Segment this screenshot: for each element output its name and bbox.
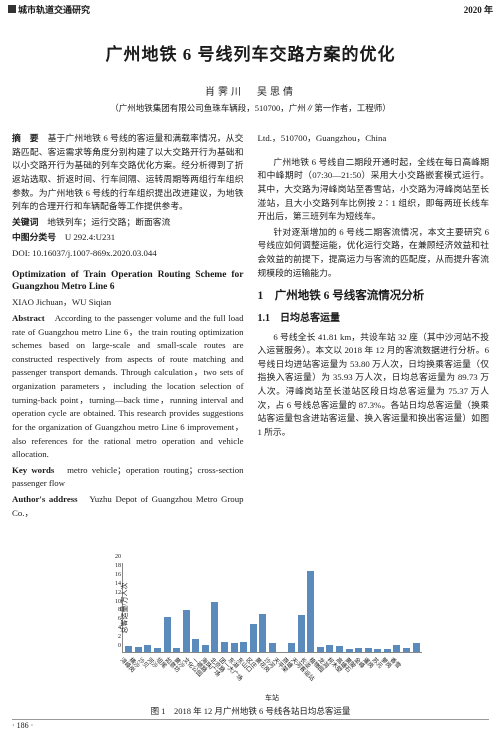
bar (259, 614, 266, 652)
two-column-body: 摘 要 基于广州地铁 6 号线的客运量和满载率情况，从交路匹配、客运需求等角度分… (0, 132, 501, 522)
right-column: Ltd.，510700，Guangzhou，China 广州地铁 6 号线自二期… (258, 132, 490, 522)
bar (384, 649, 391, 652)
bar (393, 645, 400, 652)
bars-container (123, 563, 422, 652)
bar (250, 624, 257, 652)
abstract-label: 摘 要 (12, 133, 39, 143)
bar-chart: 总客运量/万人次 02468101214161820 浔峰岗横沙沙贝河沙坦尾如意… (122, 563, 422, 703)
figure-1: 总客运量/万人次 02468101214161820 浔峰岗横沙沙贝河沙坦尾如意… (0, 563, 501, 717)
en-keywords-label: Key words (12, 465, 54, 475)
en-abstract-text: According to the passenger volume and th… (12, 313, 244, 459)
bar (211, 602, 218, 652)
en-abstract-label: Abstract (12, 313, 45, 323)
y-tick: 14 (115, 581, 121, 587)
bar (403, 648, 410, 652)
bar (135, 647, 142, 652)
article-title: 广州地铁 6 号线列车交路方案的优化 (0, 40, 501, 65)
bar (307, 571, 314, 652)
logo-box (8, 5, 16, 13)
address-cont: Ltd.，510700，Guangzhou，China (258, 132, 490, 146)
bar (164, 617, 171, 652)
bar (317, 647, 324, 652)
section-1-1-heading: 1.1 日均总客运量 (258, 311, 490, 327)
en-authors: XIAO Jichuan，WU Siqian (12, 296, 244, 310)
journal-name: 城市轨道交通研究 (8, 3, 90, 16)
y-tick: 2 (118, 634, 121, 640)
bar (125, 646, 132, 652)
bar (221, 642, 228, 652)
y-tick: 16 (115, 572, 121, 578)
y-tick: 18 (115, 563, 121, 569)
bar (183, 610, 190, 652)
y-tick: 4 (118, 625, 121, 631)
bar (365, 648, 372, 652)
header-bar: 城市轨道交通研究 2020 年 (0, 0, 501, 18)
bar (231, 643, 238, 652)
address-label: Author's address (12, 494, 78, 504)
journal-text: 城市轨道交通研究 (18, 3, 90, 16)
y-tick: 10 (115, 599, 121, 605)
bar (326, 645, 333, 652)
bar (374, 649, 381, 652)
page-number: · 186 · (12, 721, 33, 730)
bar (269, 643, 276, 652)
footer-rule (12, 719, 489, 720)
y-ticks: 02468101214161820 (109, 563, 121, 652)
bar (355, 648, 362, 652)
x-axis-label: 车站 (122, 693, 422, 703)
bar (413, 643, 420, 652)
left-column: 摘 要 基于广州地铁 6 号线的客运量和满载率情况，从交路匹配、客运需求等角度分… (12, 132, 244, 522)
bar (154, 648, 161, 652)
clc-text: U 292.4:U231 (65, 232, 115, 242)
y-tick: 20 (115, 554, 121, 560)
y-tick: 8 (118, 607, 121, 613)
bar (288, 643, 295, 652)
para-3: 6 号线全长 41.81 km，共设车站 32 座（其中沙河站不投入运营服务）。… (258, 331, 490, 440)
y-tick: 6 (118, 616, 121, 622)
doi-text: 10.16037/j.1007-869x.2020.03.044 (32, 248, 156, 258)
bar (346, 649, 353, 652)
y-tick: 12 (115, 590, 121, 596)
bar (336, 646, 343, 652)
bar (202, 645, 209, 652)
y-tick: 0 (118, 643, 121, 649)
affiliation: （广州地铁集团有限公司鱼珠车辆段，510700，广州∥第一作者，工程师） (0, 102, 501, 114)
bar (240, 642, 247, 652)
en-title: Optimization of Train Operation Routing … (12, 269, 244, 294)
authors: 肖霁川 吴思倩 (0, 83, 501, 98)
para-1: 广州地铁 6 号线自二期段开通时起，全线在每日高峰期和中峰期时（07:30—21… (258, 156, 490, 224)
year-text: 2020 年 (464, 3, 493, 16)
para-2: 针对逐渐增加的 6 号线二期客流情况，本文主要研究 6 号线应如何调整运能，优化… (258, 226, 490, 281)
abstract-text: 基于广州地铁 6 号线的客运量和满载率情况，从交路匹配、客运需求等角度分别构建了… (12, 133, 244, 211)
bar (173, 648, 180, 652)
keywords-label: 关键词 (12, 217, 38, 227)
clc-label: 中图分类号 (12, 232, 56, 242)
bar (298, 615, 305, 652)
doi-label: DOI: (12, 248, 30, 258)
figure-caption: 图 1 2018 年 12 月广州地铁 6 号线各站日均总客运量 (12, 705, 489, 717)
section-1-heading: 1 广州地铁 6 号线客流情况分析 (258, 288, 490, 306)
bar (192, 639, 199, 652)
bar (144, 645, 151, 652)
keywords-text: 地铁列车；运行交路；断面客流 (47, 217, 170, 227)
